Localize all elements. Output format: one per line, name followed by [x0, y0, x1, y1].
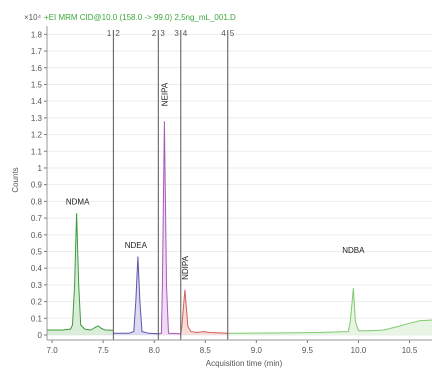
y-tick-label: 1.6	[31, 64, 43, 73]
segment-marker-right-label: 2	[115, 29, 120, 38]
x-tick-label: 8.0	[149, 346, 161, 355]
y-tick-label: 0.6	[31, 231, 43, 240]
peak-label-ndba: NDBA	[342, 246, 365, 255]
y-tick-label: 0.7	[31, 214, 43, 223]
series-area-ndba	[227, 288, 432, 335]
peak-label-ndma: NDMA	[66, 198, 90, 207]
y-tick-label: 0.4	[31, 264, 43, 273]
y-tick-label: 1.8	[31, 30, 43, 39]
peak-label-ndea: NDEA	[125, 241, 148, 250]
plot-area	[47, 26, 432, 340]
peak-labels: NDMA NDEA NEIPA NDIPA NDBA	[66, 82, 365, 280]
plot-background	[47, 26, 432, 340]
series-layer	[47, 121, 432, 335]
y-tick-label: 0.9	[31, 181, 43, 190]
x-tick-label: 7.0	[47, 346, 59, 355]
y-tick-label: 0.8	[31, 197, 43, 206]
series-line-ndea	[113, 256, 159, 335]
x-tick-label: 9.0	[251, 346, 263, 355]
segment-marker-right-label: 3	[160, 29, 165, 38]
x-tick-label: 9.5	[302, 346, 314, 355]
series-area-ndea	[113, 256, 159, 335]
series-line-ndba	[227, 288, 432, 334]
peak-label-neipa: NEIPA	[160, 82, 169, 106]
peak-label-ndipa: NDIPA	[181, 255, 190, 280]
chart-header: +EI MRM CID@10.0 (158.0 -> 99.0) 2,5ng_m…	[44, 13, 236, 22]
axes: 0 0.1 0.2 0.3 0.4 0.5 0.6 0.7 0.8 0.9 1 1.1 1.2 1.3 1.…	[31, 26, 432, 355]
x-tick-label: 8.5	[200, 346, 212, 355]
y-tick-label: 1.1	[31, 147, 43, 156]
segment-marker-left-label: 4	[221, 29, 226, 38]
series-area-ndipa	[180, 289, 228, 335]
segment-marker-left-label: 1	[107, 29, 112, 38]
y-tick-label: 0	[38, 331, 43, 340]
y-axis-multiplier: ×10⁴	[24, 13, 42, 22]
segment-marker-right-label: 4	[183, 29, 188, 38]
x-tick-label: 7.5	[98, 346, 110, 355]
segment-marker-right-label: 5	[230, 29, 235, 38]
segment-marker-left-label: 3	[174, 29, 179, 38]
y-tick-label: 1.7	[31, 47, 43, 56]
series-line-neipa	[158, 121, 181, 335]
series-line-ndipa	[180, 289, 228, 334]
y-tick-label: 1.3	[31, 114, 43, 123]
y-tick-label: 0.3	[31, 281, 43, 290]
x-tick-label: 10.5	[402, 346, 418, 355]
y-tick-label: 1.2	[31, 131, 43, 140]
y-tick-label: 1	[38, 164, 43, 173]
y-tick-label: 1.4	[31, 97, 43, 106]
x-tick-label: 10.0	[351, 346, 367, 355]
y-axis-label: Counts	[11, 167, 20, 192]
series-line-ndma	[47, 213, 114, 331]
x-axis-label: Acquisition time (min)	[206, 359, 283, 368]
y-tick-label: 0.2	[31, 298, 43, 307]
y-tick-label: 0.1	[31, 314, 43, 323]
y-tick-label: 0.5	[31, 247, 43, 256]
y-tick-label: 1.5	[31, 80, 43, 89]
segment-marker-left-label: 2	[152, 29, 157, 38]
